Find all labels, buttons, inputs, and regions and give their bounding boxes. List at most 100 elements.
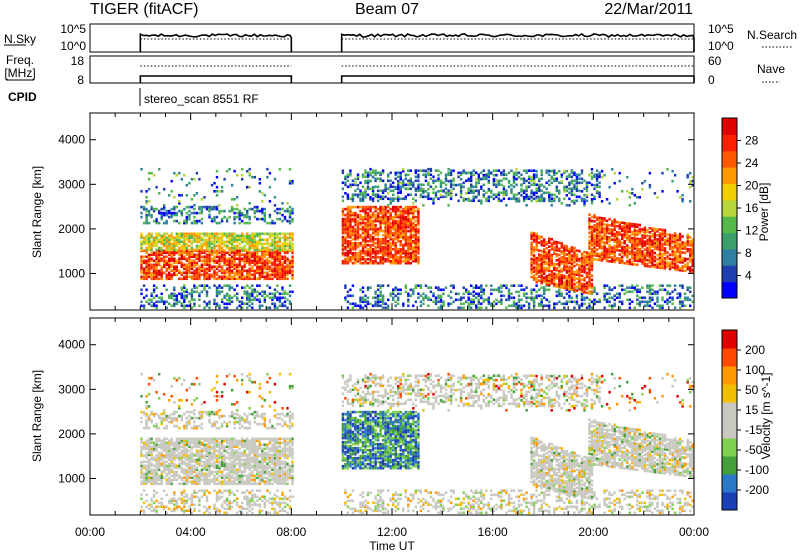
power-cell-2960 (414, 233, 417, 237)
power-cell-2603 (379, 259, 382, 263)
power-cell-1967 (268, 232, 272, 236)
power-cell-15 (150, 298, 153, 302)
power-cell-3734 (543, 276, 546, 279)
power-cell-971 (158, 251, 161, 255)
power-cell-249 (276, 296, 279, 300)
power-cell-3976 (575, 273, 579, 276)
freq-label-line1: Freq. (6, 53, 34, 67)
power-cell-4020 (583, 287, 586, 290)
power-cell-3582 (575, 189, 579, 193)
power-cell-4398 (633, 251, 636, 254)
power-cell-4445 (641, 262, 644, 265)
power-cell-954 (155, 261, 158, 265)
power-cell-3674 (532, 234, 536, 237)
power-cell-396 (419, 304, 423, 308)
power-cell-1699 (175, 248, 178, 252)
power-cell-4899 (404, 173, 407, 177)
power-cell-3175 (412, 181, 415, 185)
power-cell-2192 (243, 213, 246, 217)
power-cell-496 (477, 300, 480, 304)
power-cell-3514 (548, 197, 551, 201)
power-cell-716 (598, 298, 601, 302)
power-cell-639 (555, 290, 558, 294)
power-cell-3883 (563, 264, 566, 268)
power-cell-3064 (371, 197, 375, 201)
power-cell-3532 (553, 173, 556, 177)
power-cell-4169 (598, 230, 601, 234)
power-cell-834 (666, 298, 669, 302)
power-cell-3471 (532, 193, 536, 197)
power-cell-1462 (263, 253, 266, 257)
power-cell-4138 (593, 214, 596, 217)
power-cell-1779 (203, 242, 206, 246)
power-cell-4495 (648, 257, 652, 260)
power-cell-4930 (465, 192, 468, 195)
power-cell-4041 (585, 273, 589, 277)
power-cell-4648 (671, 237, 674, 241)
power-cell-1308 (233, 271, 236, 275)
power-cell-1 (140, 300, 143, 304)
power-cell-70 (183, 304, 186, 308)
power-cell-2484 (364, 213, 367, 217)
power-cell-4011 (580, 264, 584, 267)
power-cell-4802 (193, 194, 196, 197)
power-cell-3761 (545, 254, 548, 258)
power-cell-3075 (374, 179, 377, 183)
power-cell-3234 (437, 179, 440, 183)
power-cell-921 (147, 257, 151, 261)
power-cell-3771 (548, 275, 551, 279)
power-cell-2190 (243, 221, 246, 225)
power-cell-4583 (661, 252, 664, 256)
power-cell-4092 (588, 241, 591, 244)
power-cell-3617 (593, 195, 596, 199)
power-cell-4118 (590, 219, 594, 223)
power-cell-282 (346, 300, 350, 304)
power-cell-4207 (603, 233, 606, 236)
power-cell-2456 (361, 221, 365, 225)
power-cell-4412 (636, 263, 639, 267)
power-cell-3961 (573, 272, 576, 276)
power-cell-4473 (643, 234, 647, 237)
power-cell-4917 (439, 194, 443, 197)
power-cell-4159 (598, 254, 601, 258)
power-cell-4817 (218, 204, 221, 207)
power-cell-2000 (281, 244, 284, 248)
power-cell-1396 (251, 261, 254, 265)
power-cell-4361 (628, 262, 631, 266)
power-cell-2115 (188, 205, 191, 209)
power-cell-3250 (444, 183, 448, 187)
power-cell-2812 (399, 227, 402, 231)
power-cell-1609 (142, 240, 146, 244)
power-cell-305 (361, 290, 365, 294)
power-cell-3679 (535, 272, 538, 276)
power-cell-2668 (384, 219, 387, 223)
power-cell-1835 (220, 236, 224, 240)
power-cell-1480 (268, 273, 272, 277)
power-cell-3904 (565, 265, 569, 268)
power-cell-1951 (263, 248, 266, 252)
power-cell-3727 (540, 249, 543, 253)
power-cell-543 (502, 294, 506, 298)
power-cell-1887 (241, 240, 244, 244)
power-cell-97 (193, 286, 196, 289)
power-cell-620 (543, 296, 546, 300)
power-cell-2261 (341, 253, 345, 257)
power-cell-1180 (205, 269, 209, 273)
power-cell-318 (371, 304, 375, 308)
power-cell-4712 (681, 235, 684, 238)
power-cell-3018 (351, 197, 355, 201)
power-cell-907 (145, 261, 148, 265)
power-cell-4588 (661, 238, 664, 242)
power-cell-4293 (616, 230, 619, 234)
power-cell-290 (351, 294, 355, 298)
power-cell-4783 (168, 194, 171, 197)
power-cell-2579 (374, 213, 377, 217)
power-cell-3213 (427, 181, 430, 185)
power-cell-4565 (658, 250, 662, 253)
power-cell-1494 (271, 267, 274, 271)
power-cell-4329 (623, 251, 626, 255)
power-cell-2866 (404, 217, 407, 221)
power-cell-2608 (379, 247, 382, 251)
power-cell-4347 (626, 252, 629, 255)
power-cell-2586 (376, 249, 380, 253)
